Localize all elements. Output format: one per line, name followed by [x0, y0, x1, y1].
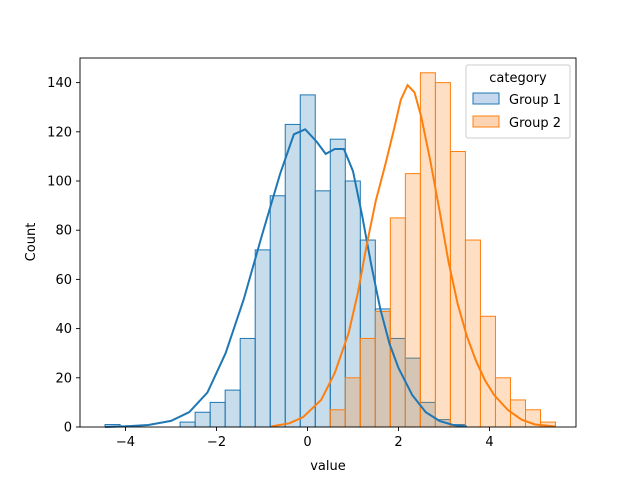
y-tick-label: 20 [55, 371, 72, 386]
y-tick-label: 60 [55, 273, 72, 288]
y-tick-label: 120 [47, 125, 72, 140]
y-tick-label: 140 [47, 76, 72, 91]
kde-line-series-1 [104, 128, 467, 428]
legend: category Group 1 Group 2 [465, 64, 571, 139]
y-tick-label: 40 [55, 322, 72, 337]
x-tick-label: 4 [485, 435, 493, 450]
y-tick-label: 80 [55, 224, 72, 239]
plot-frame [79, 57, 577, 428]
series-2-area [105, 72, 556, 427]
y-tick-label: 0 [64, 421, 72, 436]
x-axis: −4 −2 0 2 4 [116, 427, 494, 450]
legend-title: category [489, 71, 547, 86]
x-axis-label: value [310, 459, 346, 474]
y-tick-label: 100 [47, 175, 72, 190]
x-tick-label: −2 [207, 435, 226, 450]
y-axis-label: Count [24, 223, 39, 262]
x-tick-label: −4 [116, 435, 135, 450]
legend-swatch [472, 92, 500, 105]
x-tick-label: 0 [303, 435, 311, 450]
y-axis: 0 20 40 60 80 100 120 140 [47, 76, 80, 436]
legend-entries: Group 1 Group 2 [472, 92, 561, 131]
kde-line-series-2 [270, 83, 556, 428]
x-tick-label: 2 [394, 435, 402, 450]
legend-label: Group 2 [509, 116, 561, 131]
legend-label: Group 1 [509, 93, 561, 108]
legend-swatch [472, 115, 500, 128]
